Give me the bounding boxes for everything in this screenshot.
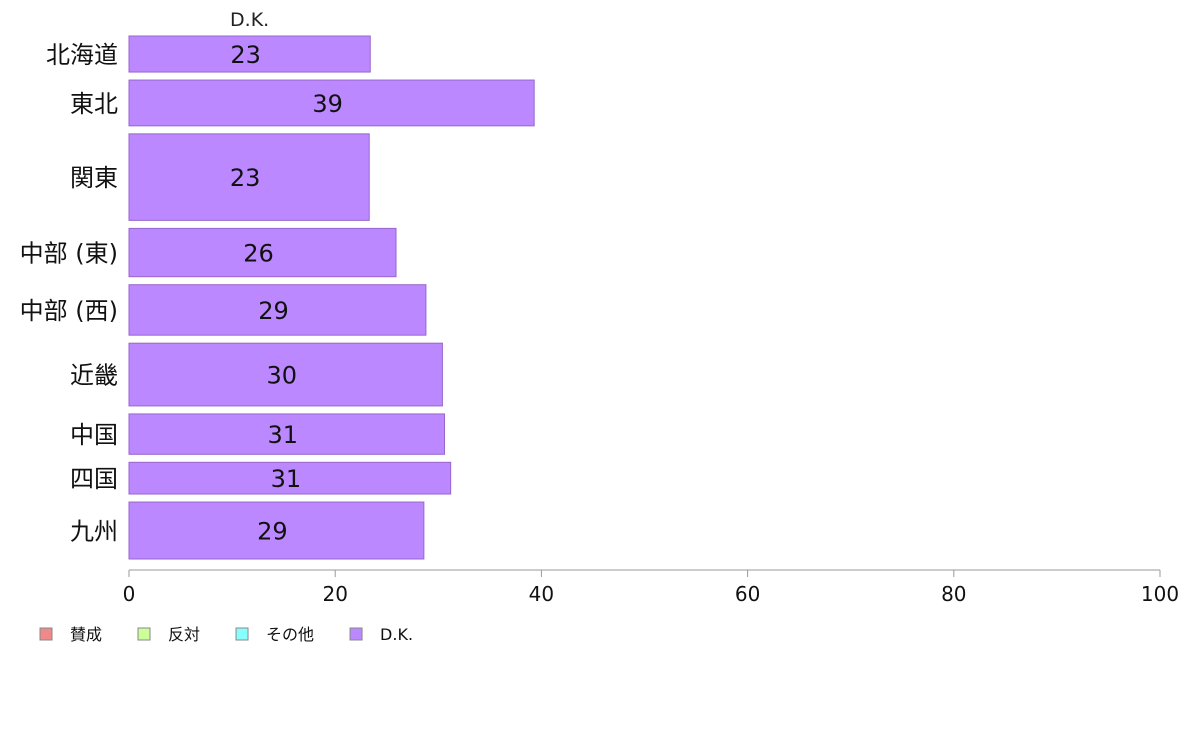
- x-tick-label: 80: [941, 582, 966, 606]
- category-label: 近畿: [70, 362, 118, 390]
- bar-segment: [128, 461, 452, 495]
- legend-swatch: [235, 627, 249, 641]
- legend-swatch: [137, 627, 151, 641]
- data-label: 39: [312, 90, 343, 118]
- bar-segment: [128, 284, 427, 336]
- category-label: 北海道: [46, 41, 118, 69]
- x-tick-label: 60: [735, 582, 760, 606]
- x-tick-label: 20: [322, 582, 347, 606]
- category-label: 中部 (東): [20, 240, 118, 268]
- bar-segment: [128, 79, 535, 127]
- category-label: 東北: [70, 90, 118, 118]
- bar-segment: [128, 501, 425, 560]
- category-label: 中部 (西): [20, 297, 118, 325]
- chart-title: D.K.: [230, 9, 269, 31]
- bar-segment: [128, 342, 443, 407]
- category-label: 四国: [70, 465, 118, 493]
- legend-label: 賛成: [70, 625, 102, 644]
- legend-swatch: [39, 627, 53, 641]
- legend-label: 反対: [168, 625, 200, 644]
- category-label: 関東: [70, 164, 118, 192]
- data-label: 31: [267, 421, 298, 449]
- x-tick-label: 0: [123, 582, 136, 606]
- bar-segment: [128, 227, 397, 278]
- data-label: 26: [243, 240, 274, 268]
- data-label: 29: [257, 518, 288, 546]
- bar-segment: [128, 413, 445, 455]
- x-tick-label: 100: [1141, 582, 1179, 606]
- data-label: 31: [271, 465, 302, 493]
- legend-swatch: [349, 627, 363, 641]
- x-tick-label: 40: [529, 582, 554, 606]
- data-label: 29: [258, 297, 289, 325]
- data-label: 23: [230, 164, 261, 192]
- legend-label: D.K.: [380, 625, 413, 644]
- bar-segment: [128, 35, 371, 73]
- category-label: 九州: [70, 518, 118, 546]
- legend-label: その他: [266, 625, 314, 644]
- data-label: 23: [230, 41, 261, 69]
- data-label: 30: [266, 362, 297, 390]
- bar-segment: [128, 133, 370, 221]
- category-label: 中国: [70, 421, 118, 449]
